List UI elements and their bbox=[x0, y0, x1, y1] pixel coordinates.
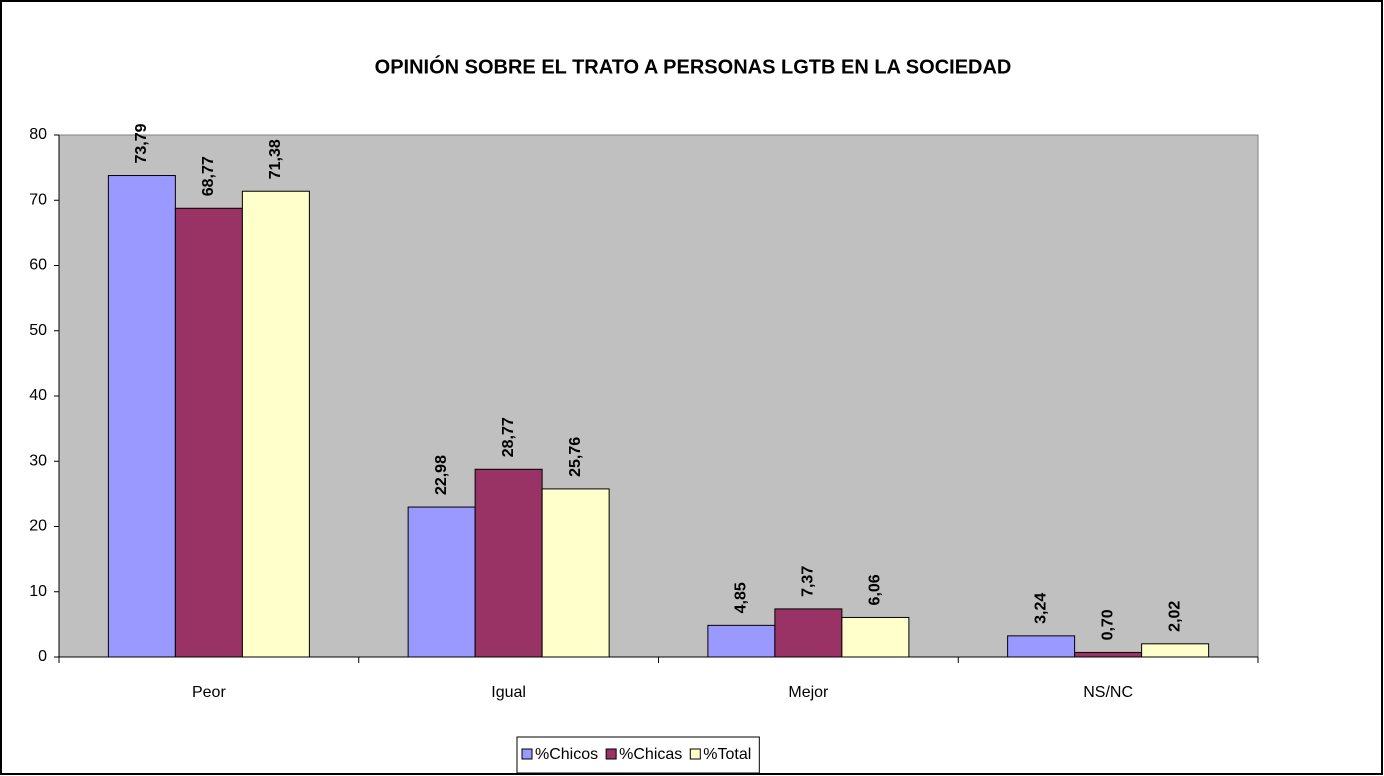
value-label: 2,02 bbox=[1166, 601, 1183, 632]
y-tick-label: 0 bbox=[38, 648, 47, 665]
value-label: 73,79 bbox=[133, 123, 150, 163]
x-tick-label: Mejor bbox=[788, 684, 829, 701]
chart-title: OPINIÓN SOBRE EL TRATO A PERSONAS LGTB E… bbox=[375, 54, 1012, 78]
y-tick-label: 10 bbox=[29, 583, 47, 600]
value-label: 22,98 bbox=[433, 455, 450, 495]
legend-swatch bbox=[689, 748, 701, 760]
legend-swatch bbox=[521, 748, 533, 760]
bar bbox=[1141, 643, 1210, 658]
legend-swatch bbox=[605, 748, 617, 760]
value-label: 71,38 bbox=[267, 139, 284, 179]
x-tick-label: Peor bbox=[192, 684, 226, 701]
value-label: 68,77 bbox=[200, 156, 217, 196]
y-tick-label: 80 bbox=[29, 126, 47, 143]
bar bbox=[107, 175, 176, 658]
value-label: 25,76 bbox=[567, 437, 584, 477]
legend-label: %Chicos bbox=[535, 746, 598, 763]
value-label: 6,06 bbox=[867, 574, 884, 605]
y-tick-label: 70 bbox=[29, 191, 47, 208]
y-tick-label: 60 bbox=[29, 257, 47, 274]
value-label: 7,37 bbox=[800, 566, 817, 597]
bar bbox=[541, 488, 610, 658]
value-label: 0,70 bbox=[1099, 609, 1116, 640]
bar bbox=[1074, 651, 1143, 658]
bar bbox=[241, 190, 310, 658]
value-label: 28,77 bbox=[500, 417, 517, 457]
x-tick-label: NS/NC bbox=[1083, 684, 1133, 701]
legend-label: %Chicas bbox=[619, 746, 682, 763]
bar bbox=[474, 468, 543, 658]
bar bbox=[174, 207, 243, 658]
y-tick-label: 50 bbox=[29, 322, 47, 339]
bar bbox=[707, 624, 776, 658]
y-tick-label: 30 bbox=[29, 452, 47, 469]
x-tick-label: Igual bbox=[491, 684, 526, 701]
y-tick-label: 40 bbox=[29, 387, 47, 404]
bar bbox=[774, 608, 843, 658]
legend bbox=[516, 736, 760, 774]
bar bbox=[407, 506, 476, 658]
bar bbox=[841, 616, 910, 658]
bar bbox=[1007, 635, 1076, 658]
legend-label: %Total bbox=[703, 746, 751, 763]
value-label: 4,85 bbox=[733, 582, 750, 613]
value-label: 3,24 bbox=[1032, 593, 1049, 624]
y-tick-label: 20 bbox=[29, 518, 47, 535]
